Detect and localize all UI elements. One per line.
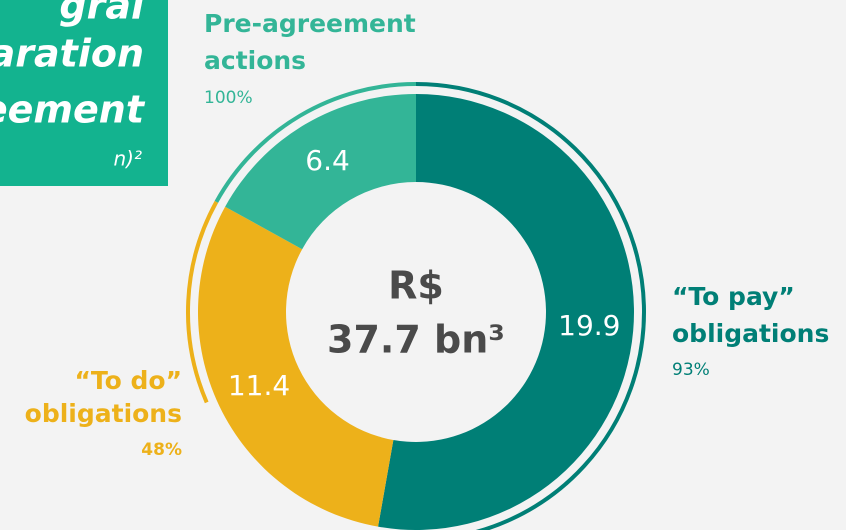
- title-note: n)²: [114, 147, 143, 171]
- category-label: “To pay”: [672, 282, 795, 311]
- title-line: aration: [0, 32, 144, 76]
- category-label: “To do”: [74, 366, 182, 395]
- center-label: 37.7 bn³: [327, 318, 505, 362]
- title-box: [0, 0, 168, 186]
- progress-arc: [415, 82, 646, 530]
- value-label: 19.9: [558, 309, 620, 342]
- category-label: actions: [204, 46, 306, 75]
- donut-segment: [378, 94, 634, 530]
- percent-label: 100%: [204, 88, 253, 108]
- progress-arc: [214, 82, 417, 203]
- percent-label: 93%: [672, 360, 710, 380]
- donut-hole: [287, 183, 545, 441]
- category-label: obligations: [25, 399, 182, 428]
- value-label: 6.4: [305, 144, 350, 177]
- center-label: R$: [388, 264, 444, 308]
- donut-segment: [225, 93, 416, 250]
- title-line: gral: [59, 0, 145, 28]
- value-label: 11.4: [228, 369, 290, 402]
- donut-segment: [198, 206, 394, 527]
- progress-arc: [186, 200, 219, 404]
- title-line: eement: [0, 88, 146, 132]
- category-label: obligations: [672, 319, 829, 348]
- category-label: Pre-agreement: [204, 9, 416, 38]
- percent-label: 48%: [141, 440, 182, 460]
